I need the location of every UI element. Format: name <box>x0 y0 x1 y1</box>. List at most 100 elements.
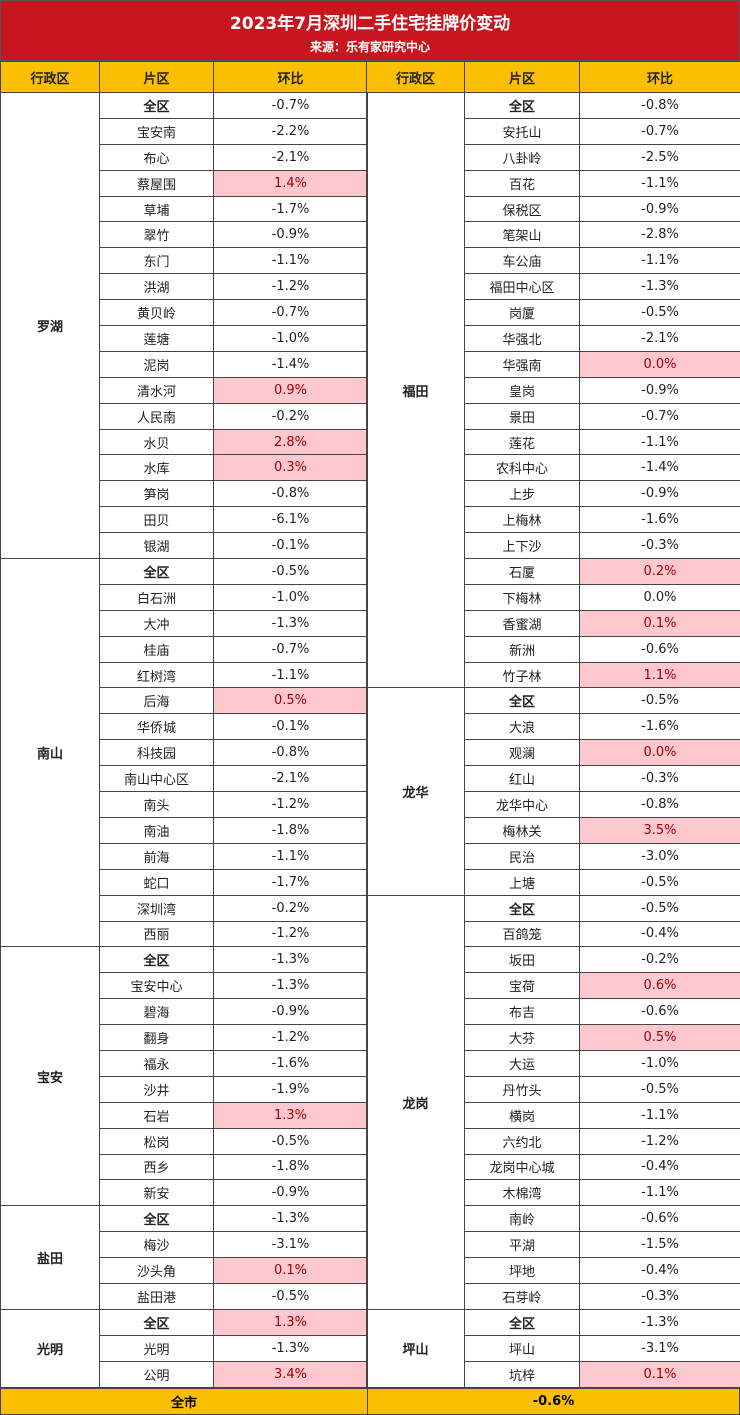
area-cell: 石厦 <box>464 558 580 585</box>
change-cell: -1.6% <box>213 1049 368 1077</box>
area-cell: 全区 <box>99 1308 214 1336</box>
change-cell: -1.2% <box>213 1024 368 1051</box>
change-cell: 0.6% <box>579 972 740 1000</box>
area-cell: 宝安中心 <box>99 972 214 1000</box>
table-row: 宝安南 -2.2% <box>1 117 368 145</box>
table-row: 百花 -1.1% <box>367 169 740 197</box>
area-cell: 南岭 <box>464 1205 580 1233</box>
change-cell: -0.8% <box>213 480 368 508</box>
table-row: 龙岗中心城 -0.4% <box>367 1153 740 1181</box>
table-row: 泥岗 -1.4% <box>1 350 368 378</box>
change-cell: -1.1% <box>579 1179 740 1207</box>
change-cell: -2.1% <box>579 325 740 352</box>
change-cell: -1.2% <box>213 273 368 301</box>
table-row: 光明 全区 1.3% <box>0 1308 368 1388</box>
area-cell: 梅沙 <box>99 1231 214 1259</box>
table-row: 草埔 -1.7% <box>1 195 368 223</box>
table-row: 松岗 -0.5% <box>1 1127 368 1155</box>
right-table: 行政区 片区 环比 福田 全区 -0.8% 安托山 -0.7% 八卦岭 -2.5% 百花 -1.… <box>366 61 740 1388</box>
area-cell: 皇岗 <box>464 376 580 404</box>
citywide-label: 全市 <box>1 1389 368 1414</box>
district-cell: 龙岗 <box>366 894 465 1310</box>
change-cell: 0.9% <box>213 376 368 404</box>
table-row: 田贝 -6.1% <box>1 506 368 534</box>
change-cell: -1.1% <box>579 169 740 197</box>
change-cell: -0.1% <box>213 713 368 741</box>
table-row: 黄贝岭 -0.7% <box>1 299 368 327</box>
table-row: 竹子林 1.1% <box>367 661 740 689</box>
table-row: 大芬 0.5% <box>367 1024 740 1051</box>
table-row: 上梅林 -1.6% <box>367 506 740 534</box>
table-row: 罗湖 全区 -0.7% <box>0 91 368 560</box>
table-row: 沙井 -1.9% <box>1 1075 368 1103</box>
change-cell: -0.9% <box>579 195 740 223</box>
area-cell: 宝荷 <box>464 972 580 1000</box>
change-cell: 0.1% <box>579 1360 740 1388</box>
area-cell: 坪地 <box>464 1257 580 1284</box>
table-row: 笔架山 -2.8% <box>367 221 740 249</box>
change-cell: 0.1% <box>579 609 740 637</box>
table-row: 南山中心区 -2.1% <box>1 765 368 793</box>
table-row: 梅林关 3.5% <box>367 816 740 844</box>
table-row: 南头 -1.2% <box>1 791 368 818</box>
area-cell: 下梅林 <box>464 583 580 611</box>
area-cell: 沙井 <box>99 1075 214 1103</box>
table-row: 坪山 全区 -1.3% <box>366 1308 740 1388</box>
change-cell: 0.5% <box>579 1024 740 1051</box>
table-row: 盐田 全区 -1.3% <box>0 1205 368 1310</box>
change-cell: -0.2% <box>579 946 740 974</box>
area-cell: 沙头角 <box>99 1257 214 1284</box>
change-cell: -1.3% <box>213 1334 368 1362</box>
table-row: 大运 -1.0% <box>367 1049 740 1077</box>
change-cell: -1.6% <box>579 713 740 741</box>
change-cell: -2.8% <box>579 221 740 249</box>
area-cell: 南油 <box>99 816 214 844</box>
area-cell: 翠竹 <box>99 221 214 249</box>
area-cell: 草埔 <box>99 195 214 223</box>
area-cell: 坪山 <box>464 1334 580 1362</box>
district-cell: 光明 <box>0 1308 100 1388</box>
table-row: 红山 -0.3% <box>367 765 740 793</box>
table-row: 华强北 -2.1% <box>367 325 740 352</box>
change-cell: 1.3% <box>213 1101 368 1129</box>
table-row: 石岩 1.3% <box>1 1101 368 1129</box>
table-row: 清水河 0.9% <box>1 376 368 404</box>
change-cell: -0.5% <box>213 558 368 585</box>
area-cell: 龙岗中心城 <box>464 1153 580 1181</box>
change-cell: -1.0% <box>213 325 368 352</box>
area-cell: 百鸽笼 <box>464 920 580 948</box>
table-row: 八卦岭 -2.5% <box>367 143 740 171</box>
change-cell: -0.5% <box>579 894 740 922</box>
table-row: 洪湖 -1.2% <box>1 273 368 301</box>
change-cell: -1.8% <box>213 1153 368 1181</box>
table-row: 石厦 0.2% <box>367 558 740 585</box>
area-cell: 人民南 <box>99 402 214 430</box>
change-cell: -1.1% <box>213 661 368 689</box>
area-cell: 岗厦 <box>464 299 580 327</box>
area-cell: 翻身 <box>99 1024 214 1051</box>
change-cell: -0.9% <box>213 221 368 249</box>
area-cell: 全区 <box>99 558 214 585</box>
area-cell: 全区 <box>99 946 214 974</box>
table-row: 沙头角 0.1% <box>1 1257 368 1284</box>
change-cell: -0.7% <box>579 117 740 145</box>
table-row: 南岭 -0.6% <box>367 1205 740 1233</box>
change-cell: -1.1% <box>213 842 368 870</box>
change-cell: 3.5% <box>579 816 740 844</box>
area-cell: 观澜 <box>464 739 580 767</box>
area-cell: 上下沙 <box>464 532 580 560</box>
table-row: 平湖 -1.5% <box>367 1231 740 1259</box>
table-row: 红树湾 -1.1% <box>1 661 368 689</box>
change-cell: -1.1% <box>579 247 740 275</box>
area-cell: 保税区 <box>464 195 580 223</box>
area-cell: 六约北 <box>464 1127 580 1155</box>
header-row: 行政区 片区 环比 <box>0 61 368 93</box>
table-row: 笋岗 -0.8% <box>1 480 368 508</box>
area-cell: 笋岗 <box>99 480 214 508</box>
district-cell: 宝安 <box>0 946 100 1207</box>
change-cell: -1.0% <box>213 583 368 611</box>
table-row: 龙华 全区 -0.5% <box>366 687 740 896</box>
area-cell: 车公庙 <box>464 247 580 275</box>
area-cell: 红山 <box>464 765 580 793</box>
header-district: 行政区 <box>0 61 100 93</box>
